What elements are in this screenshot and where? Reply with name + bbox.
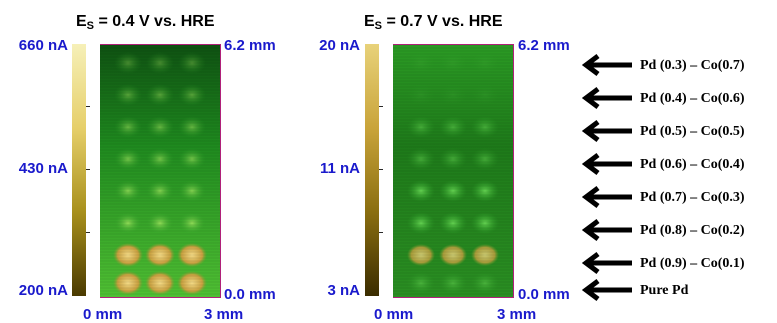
- sample-label: Pd (0.8) – Co(0.2): [640, 223, 745, 238]
- panel1-x-axis-right: 3 mm: [204, 306, 244, 323]
- panel1-colorbar-min: 200 nA: [18, 282, 68, 299]
- panel1-title: ES = 0.4 V vs. HRE: [76, 13, 215, 32]
- panel2-x-axis-right: 3 mm: [497, 306, 537, 323]
- panel2-colorbar-mid: 11 nA: [319, 160, 360, 177]
- panel2-colorbar-max: 20 nA: [319, 37, 360, 54]
- sample-label: Pd (0.7) – Co(0.3): [640, 190, 745, 205]
- sample-label: Pd (0.5) – Co(0.5): [640, 124, 745, 139]
- panel2-y-axis-bottom: 0.0 mm: [518, 286, 570, 303]
- sample-label: Pd (0.9) – Co(0.1): [640, 256, 745, 271]
- arrow-left-icon: [582, 186, 632, 208]
- arrow-left-icon: [582, 279, 632, 301]
- panel2-colorbar: [365, 44, 383, 296]
- panel2-colorbar-min: 3 nA: [327, 282, 360, 299]
- arrow-left-icon: [582, 252, 632, 274]
- panel1-x-axis-left: 0 mm: [83, 306, 123, 323]
- arrow-left-icon: [582, 87, 632, 109]
- panel1-colorbar-max: 660 nA: [18, 37, 68, 54]
- sample-label: Pure Pd: [640, 283, 689, 298]
- panel2-current-map: [393, 44, 514, 298]
- panel1-colorbar-mid: 430 nA: [18, 160, 68, 177]
- sample-label: Pd (0.3) – Co(0.7): [640, 58, 745, 73]
- sample-label: Pd (0.6) – Co(0.4): [640, 157, 745, 172]
- panel1-y-axis-top: 6.2 mm: [224, 37, 276, 54]
- panel1-y-axis-bottom: 0.0 mm: [224, 286, 276, 303]
- panel2-x-axis-left: 0 mm: [374, 306, 414, 323]
- panel2-title: ES = 0.7 V vs. HRE: [364, 13, 503, 32]
- panel2-y-axis-top: 6.2 mm: [518, 37, 570, 54]
- arrow-left-icon: [582, 120, 632, 142]
- panel1-colorbar: [72, 44, 90, 296]
- arrow-left-icon: [582, 219, 632, 241]
- arrow-left-icon: [582, 54, 632, 76]
- arrow-left-icon: [582, 153, 632, 175]
- panel1-current-map: [100, 44, 221, 298]
- sample-label: Pd (0.4) – Co(0.6): [640, 91, 745, 106]
